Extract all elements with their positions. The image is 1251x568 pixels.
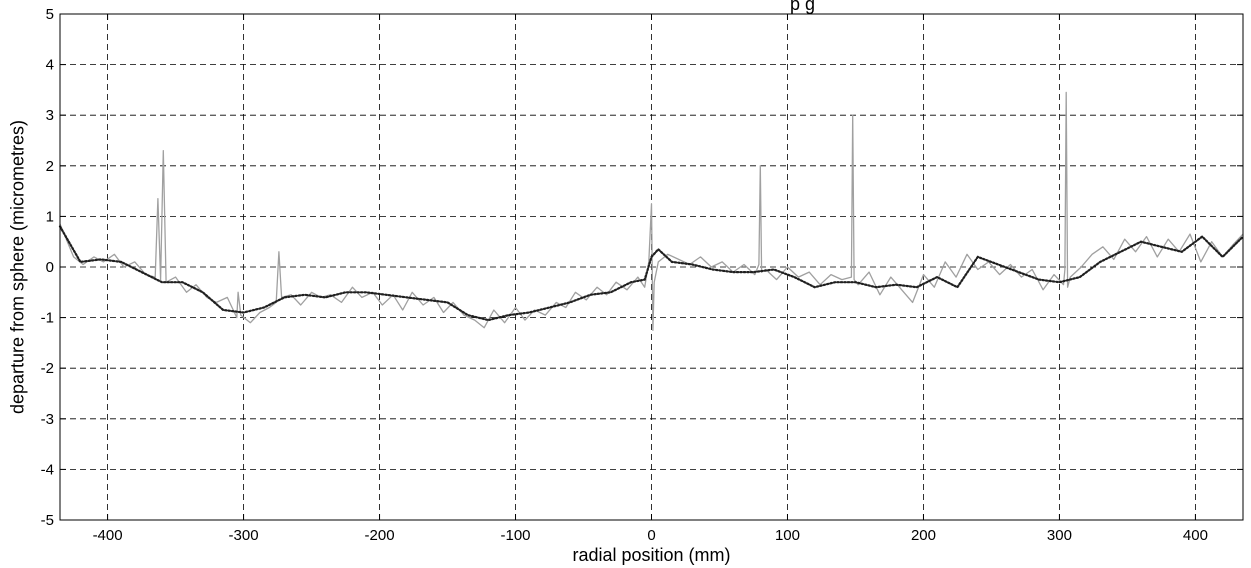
x-axis-label: radial position (mm)	[572, 545, 731, 565]
y-axis-label: departure from sphere (micrometres)	[7, 119, 28, 415]
y-tick-label: -4	[41, 461, 54, 478]
x-tick-label: 0	[647, 527, 655, 544]
y-tick-label: 0	[46, 259, 54, 276]
smoothed-profile-line	[58, 225, 1245, 322]
y-tick-label: 2	[46, 158, 54, 175]
y-tick-label: 1	[46, 208, 54, 225]
x-tick-label: 100	[775, 527, 800, 544]
y-tick-label: -1	[41, 310, 54, 327]
raw-measurement-line	[59, 91, 1244, 331]
x-tick-label: -200	[365, 527, 395, 544]
x-tick-label: -100	[501, 527, 531, 544]
x-tick-label: -300	[229, 527, 259, 544]
y-tick-label: -5	[41, 512, 54, 529]
x-tick-label: 200	[911, 527, 936, 544]
y-tick-label: 3	[46, 107, 54, 124]
axis-ticks: -400 -300 -200 -100 0 100 200 300 400 -5 -4 -3 -2 -1 0…	[41, 6, 1243, 544]
y-tick-label: 4	[46, 57, 54, 74]
y-tick-label: -2	[41, 360, 54, 377]
grid-lines	[60, 14, 1243, 520]
y-tick-label: -3	[41, 411, 54, 428]
x-tick-label: 300	[1047, 527, 1072, 544]
chart-title-fragment: p g	[790, 0, 816, 14]
x-tick-label: 400	[1183, 527, 1208, 544]
x-tick-label: -400	[93, 527, 123, 544]
y-tick-label: 5	[46, 6, 54, 23]
data-series	[58, 91, 1245, 331]
